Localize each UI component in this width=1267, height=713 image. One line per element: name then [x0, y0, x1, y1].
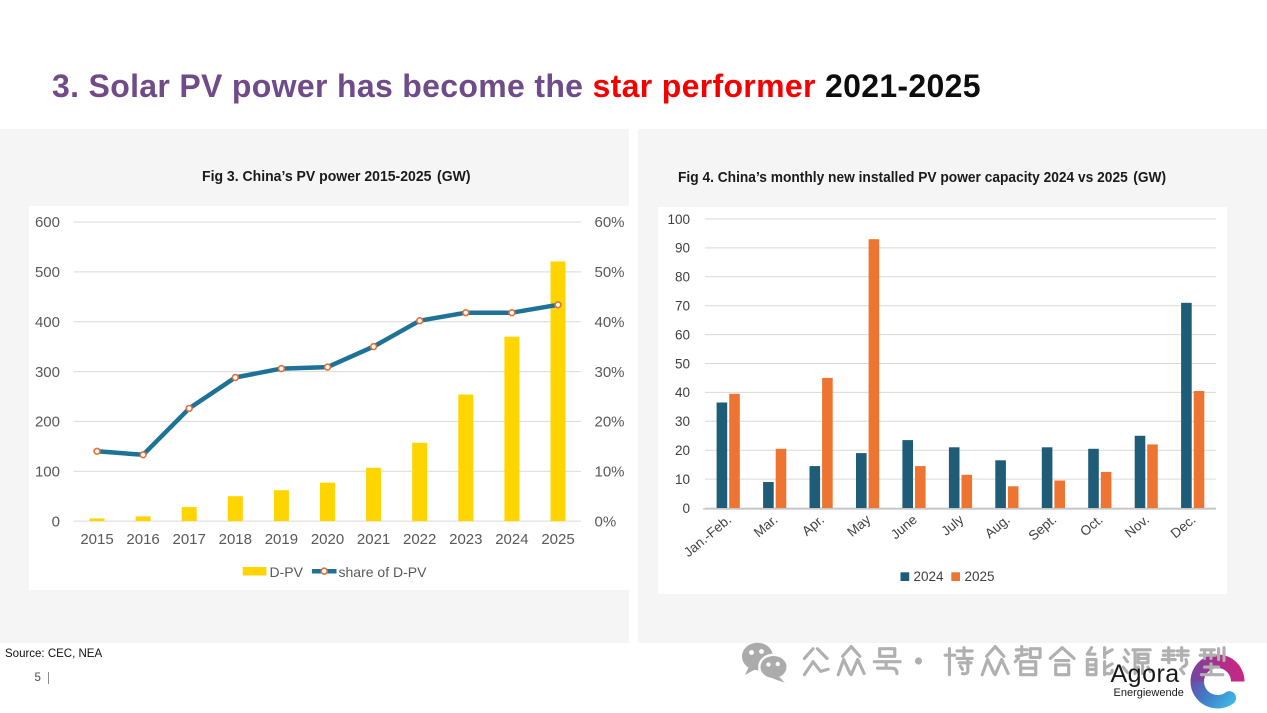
svg-text:10%: 10% [595, 463, 625, 480]
svg-text:40%: 40% [595, 314, 625, 331]
svg-text:30: 30 [675, 414, 690, 429]
svg-text:100: 100 [35, 463, 60, 480]
svg-text:100: 100 [667, 212, 690, 227]
svg-text:50: 50 [675, 356, 690, 371]
svg-text:2024: 2024 [495, 531, 528, 548]
svg-text:Oct.: Oct. [1077, 512, 1106, 539]
svg-text:300: 300 [35, 364, 60, 381]
svg-text:20: 20 [675, 443, 690, 458]
svg-text:30%: 30% [595, 364, 625, 381]
svg-text:0: 0 [682, 501, 690, 516]
svg-text:2018: 2018 [219, 531, 252, 548]
svg-text:2016: 2016 [126, 531, 159, 548]
svg-text:Jan.-Feb.: Jan.-Feb. [681, 512, 734, 560]
svg-text:90: 90 [675, 241, 690, 256]
svg-text:500: 500 [35, 264, 60, 281]
svg-text:Aug.: Aug. [982, 512, 1013, 541]
svg-text:60%: 60% [595, 214, 625, 231]
svg-text:July: July [938, 512, 966, 539]
svg-text:D-PV: D-PV [270, 564, 304, 580]
svg-text:80: 80 [675, 270, 690, 285]
svg-text:Sept.: Sept. [1026, 512, 1060, 544]
svg-text:600: 600 [35, 214, 60, 231]
svg-text:70: 70 [675, 299, 690, 314]
svg-text:50%: 50% [595, 264, 625, 281]
svg-text:0%: 0% [595, 513, 617, 530]
svg-text:Energiewende: Energiewende [1114, 687, 1184, 699]
svg-text:Apr.: Apr. [799, 512, 827, 539]
svg-text:June: June [888, 512, 920, 542]
svg-text:Agora: Agora [1111, 660, 1180, 688]
svg-text:Dec.: Dec. [1168, 512, 1199, 541]
svg-text:2025: 2025 [965, 569, 995, 584]
svg-text:20%: 20% [595, 414, 625, 431]
svg-text:Nov.: Nov. [1122, 512, 1152, 541]
svg-text:2024: 2024 [914, 569, 945, 584]
svg-text:2025: 2025 [541, 531, 574, 548]
svg-text:200: 200 [35, 414, 60, 431]
svg-text:May: May [844, 512, 873, 540]
svg-text:40: 40 [675, 385, 690, 400]
svg-text:400: 400 [35, 314, 60, 331]
svg-text:2023: 2023 [449, 531, 482, 548]
svg-text:2019: 2019 [265, 531, 298, 548]
svg-text:60: 60 [675, 327, 690, 342]
svg-text:2022: 2022 [403, 531, 436, 548]
svg-text:Mar.: Mar. [751, 512, 781, 540]
svg-text:share of D-PV: share of D-PV [339, 564, 428, 580]
svg-text:2020: 2020 [311, 531, 344, 548]
svg-text:2017: 2017 [173, 531, 206, 548]
svg-text:2015: 2015 [80, 531, 113, 548]
svg-text:2021: 2021 [357, 531, 390, 548]
svg-text:0: 0 [52, 513, 60, 530]
svg-text:10: 10 [675, 472, 690, 487]
